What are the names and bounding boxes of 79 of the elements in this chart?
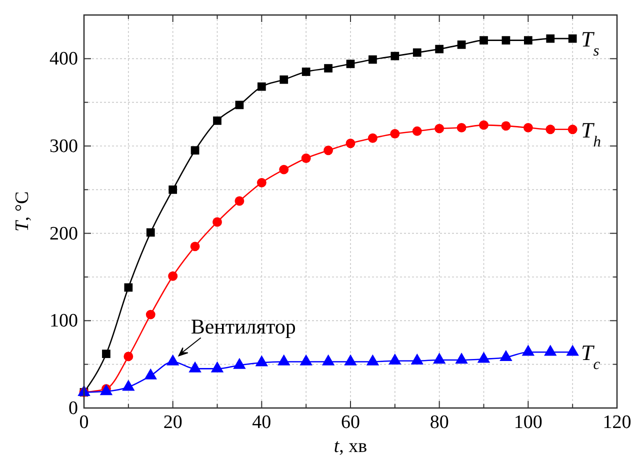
x-tick-label: 120 bbox=[602, 412, 632, 433]
point bbox=[168, 271, 178, 281]
point bbox=[366, 354, 380, 366]
y-tick-label: 200 bbox=[50, 223, 78, 244]
point bbox=[455, 352, 468, 364]
point bbox=[190, 146, 200, 155]
point bbox=[346, 60, 355, 68]
point bbox=[432, 352, 446, 364]
point bbox=[278, 354, 290, 366]
x-tick-label: 80 bbox=[430, 412, 449, 433]
point bbox=[479, 120, 488, 130]
point bbox=[456, 122, 466, 132]
point bbox=[544, 344, 557, 356]
point bbox=[501, 121, 511, 131]
point bbox=[388, 354, 402, 365]
point bbox=[412, 126, 422, 136]
point bbox=[480, 36, 488, 45]
y-tick-label: 0 bbox=[68, 398, 78, 419]
point bbox=[524, 36, 532, 45]
point bbox=[523, 122, 533, 132]
x-tick-label: 60 bbox=[341, 412, 360, 433]
x-tick-label: 100 bbox=[514, 412, 542, 433]
y-tick-label: 100 bbox=[50, 310, 78, 332]
point bbox=[122, 380, 135, 391]
point bbox=[566, 344, 579, 356]
point bbox=[546, 124, 556, 134]
point bbox=[502, 36, 510, 45]
point bbox=[368, 133, 378, 143]
point bbox=[435, 44, 444, 54]
point bbox=[256, 178, 266, 188]
point bbox=[146, 310, 156, 320]
y-tick-label: 300 bbox=[50, 136, 78, 157]
point bbox=[233, 358, 246, 369]
point bbox=[210, 361, 224, 372]
point bbox=[234, 196, 244, 206]
point bbox=[346, 138, 356, 148]
point bbox=[324, 146, 334, 156]
point bbox=[124, 283, 133, 292]
point bbox=[477, 352, 490, 363]
point bbox=[324, 64, 332, 72]
point bbox=[546, 34, 555, 43]
point bbox=[568, 34, 577, 43]
point bbox=[390, 52, 400, 60]
point bbox=[280, 75, 288, 84]
point bbox=[168, 185, 178, 194]
x-tick-label: 20 bbox=[163, 412, 182, 433]
y-tick-label: 400 bbox=[50, 48, 78, 70]
point bbox=[144, 368, 157, 380]
point bbox=[300, 354, 312, 366]
series-label: T$_{c}$ bbox=[581, 340, 600, 373]
point bbox=[255, 355, 268, 366]
point bbox=[500, 350, 512, 362]
point bbox=[457, 40, 466, 49]
point bbox=[188, 361, 202, 372]
point bbox=[302, 68, 310, 76]
point bbox=[410, 354, 424, 365]
point bbox=[146, 228, 155, 237]
point bbox=[279, 164, 289, 174]
point bbox=[568, 124, 578, 134]
point bbox=[235, 100, 244, 110]
point bbox=[322, 354, 335, 366]
x-tick-label: 40 bbox=[252, 412, 272, 433]
point bbox=[390, 129, 400, 138]
point bbox=[212, 217, 222, 227]
series-label: T$_{s}$ bbox=[581, 26, 600, 60]
point bbox=[166, 354, 180, 366]
point bbox=[301, 154, 311, 163]
point bbox=[368, 55, 377, 64]
point bbox=[257, 82, 266, 91]
point bbox=[344, 354, 357, 366]
point bbox=[434, 124, 444, 134]
point bbox=[412, 48, 422, 57]
series-label: T$_{h}$ bbox=[581, 117, 602, 150]
y-axis-title: T, °C bbox=[12, 191, 33, 232]
x-axis-title: t, хв bbox=[334, 436, 368, 457]
point bbox=[190, 242, 200, 252]
annotation: Вентилятор bbox=[190, 314, 296, 339]
point bbox=[213, 116, 222, 125]
point bbox=[522, 344, 535, 356]
